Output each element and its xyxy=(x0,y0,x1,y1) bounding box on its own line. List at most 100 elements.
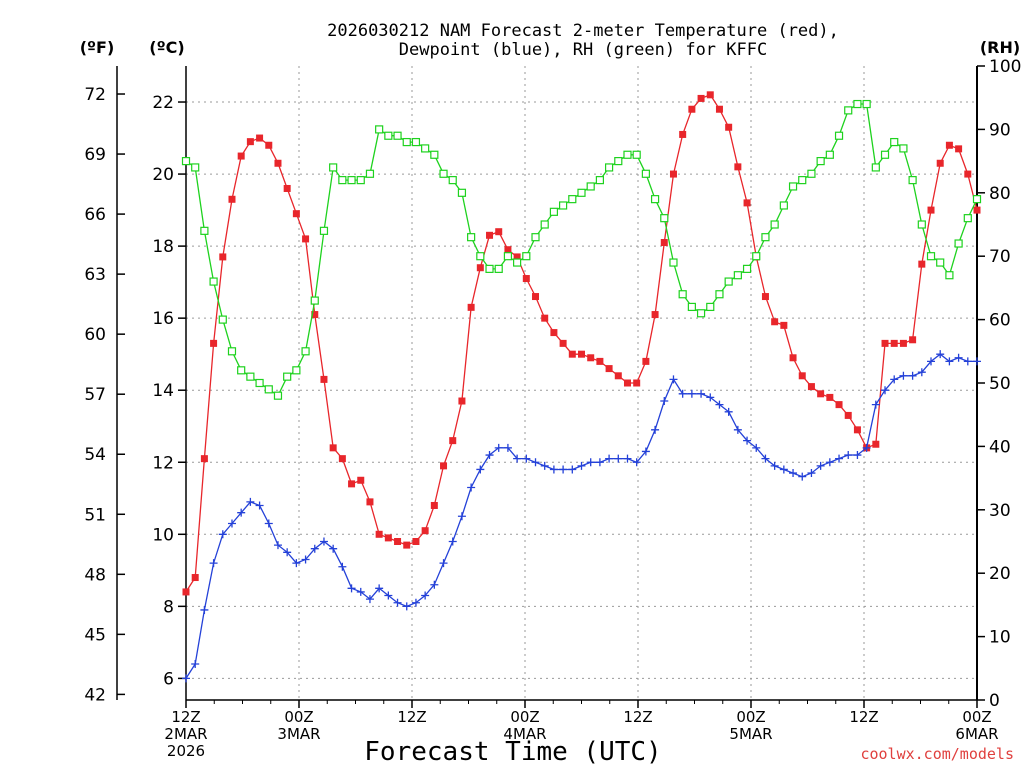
dewpoint-point xyxy=(301,555,310,564)
dewpoint-point xyxy=(779,465,788,474)
relative_humidity-point xyxy=(595,176,604,185)
dewpoint-point xyxy=(605,454,614,463)
dewpoint-point xyxy=(595,458,604,467)
dewpoint-point xyxy=(264,519,273,528)
dewpoint-point xyxy=(255,501,264,510)
relative_humidity-point xyxy=(604,163,614,172)
fahrenheit-tick-label: 63 xyxy=(84,265,106,285)
dewpoint-point xyxy=(614,454,623,463)
relative_humidity-point xyxy=(788,182,798,191)
relative_humidity-point xyxy=(779,201,788,210)
relative_humidity-point xyxy=(375,125,384,134)
rh-tick-label: 0 xyxy=(989,691,1000,711)
temperature-point xyxy=(945,141,953,149)
temperature-point xyxy=(467,303,475,311)
relative_humidity-point xyxy=(798,176,807,185)
dewpoint-point xyxy=(917,368,926,377)
relative_humidity-point xyxy=(347,176,356,185)
relative_humidity-point xyxy=(319,226,329,235)
temperature-point xyxy=(412,538,420,545)
temperature-point xyxy=(246,138,254,146)
rh-tick-label: 80 xyxy=(989,184,1011,204)
time-tick-label: 2026 xyxy=(167,742,205,760)
dewpoint-point xyxy=(871,400,880,409)
relative_humidity-point xyxy=(972,195,982,204)
relative_humidity-point xyxy=(237,366,246,375)
temperature-point xyxy=(936,159,944,167)
relative_humidity-point xyxy=(292,366,301,375)
fahrenheit-tick-label: 42 xyxy=(84,685,106,705)
relative_humidity-series xyxy=(181,99,982,400)
temperature-point xyxy=(633,379,641,387)
temperature-point xyxy=(734,163,742,171)
relative_humidity-point xyxy=(191,163,200,172)
dewpoint-point xyxy=(439,559,448,568)
dewpoint-point xyxy=(678,389,687,398)
relative_humidity-point xyxy=(871,163,880,172)
temperature-point xyxy=(458,397,466,405)
relative_humidity-point xyxy=(577,188,586,197)
relative_humidity-point xyxy=(513,258,522,267)
dewpoint-point xyxy=(862,443,871,452)
relative_humidity-point xyxy=(485,264,494,273)
temperature-point xyxy=(660,239,668,247)
relative_humidity-point xyxy=(862,99,871,109)
relative_humidity-point xyxy=(844,106,853,115)
relative_humidity-point xyxy=(908,176,917,185)
dewpoint-point xyxy=(273,541,282,550)
relative_humidity-point xyxy=(246,372,255,381)
dewpoint-point xyxy=(384,591,393,600)
relative_humidity-point xyxy=(439,169,448,178)
time-tick-label: 6MAR xyxy=(955,725,998,743)
temperature-point xyxy=(504,246,512,254)
temperature-point xyxy=(403,541,411,549)
temperature-point xyxy=(706,91,714,99)
relative_humidity-point xyxy=(770,220,779,229)
relative_humidity-point xyxy=(825,150,834,159)
temperature-point xyxy=(550,329,558,337)
relative_humidity-point xyxy=(623,150,632,159)
relative_humidity-point xyxy=(329,163,338,172)
celsius-tick-label: 20 xyxy=(152,165,174,185)
relative_humidity-point xyxy=(899,144,908,153)
time-tick-label: 00Z xyxy=(510,708,539,726)
relative_humidity-point xyxy=(568,195,577,204)
dewpoint-point xyxy=(881,386,890,395)
dewpoint-point xyxy=(687,389,696,398)
dewpoint-point xyxy=(632,458,641,467)
temperature-point xyxy=(807,383,815,391)
x-axis-title: Forecast Time (UTC) xyxy=(364,737,661,767)
chart-title-line1: 2026030212 NAM Forecast 2-meter Temperat… xyxy=(327,21,839,41)
temperature-point xyxy=(789,354,797,362)
dewpoint-point xyxy=(218,530,227,539)
fahrenheit-tick-label: 69 xyxy=(84,145,106,165)
relative_humidity-point xyxy=(586,182,595,191)
axes: 6 8 10 12 14 16 18 20 22 42 45 48 51 54 57 60 63 66 69 72 0 1… xyxy=(84,57,1021,760)
series-layer xyxy=(181,91,982,683)
temperature-point xyxy=(642,357,650,365)
dewpoint-point xyxy=(660,397,669,406)
dewpoint-point xyxy=(577,461,586,470)
temperature-point xyxy=(688,105,696,113)
temperature-point xyxy=(743,199,751,207)
temperature-point xyxy=(348,480,356,488)
relative_humidity-point xyxy=(338,176,347,185)
dewpoint-point xyxy=(559,465,568,474)
relative_humidity-point xyxy=(936,258,945,267)
temperature-point xyxy=(449,437,457,445)
dewpoint-point xyxy=(540,461,549,470)
relative_humidity-point xyxy=(467,233,476,242)
temperature-point xyxy=(182,588,190,596)
dewpoint-point xyxy=(733,425,742,434)
chart-title-line2: Dewpoint (blue), RH (green) for KFFC xyxy=(399,40,767,60)
dewpoint-point xyxy=(752,443,761,452)
dewpoint-point xyxy=(411,598,420,607)
dewpoint-point xyxy=(954,353,963,362)
rh-tick-label: 60 xyxy=(989,311,1011,331)
credit-label: coolwx.com/models xyxy=(860,745,1014,763)
dewpoint-point xyxy=(356,587,365,596)
relative_humidity-point xyxy=(411,137,421,147)
temperature-point xyxy=(302,235,310,243)
fahrenheit-tick-label: 60 xyxy=(84,325,106,345)
